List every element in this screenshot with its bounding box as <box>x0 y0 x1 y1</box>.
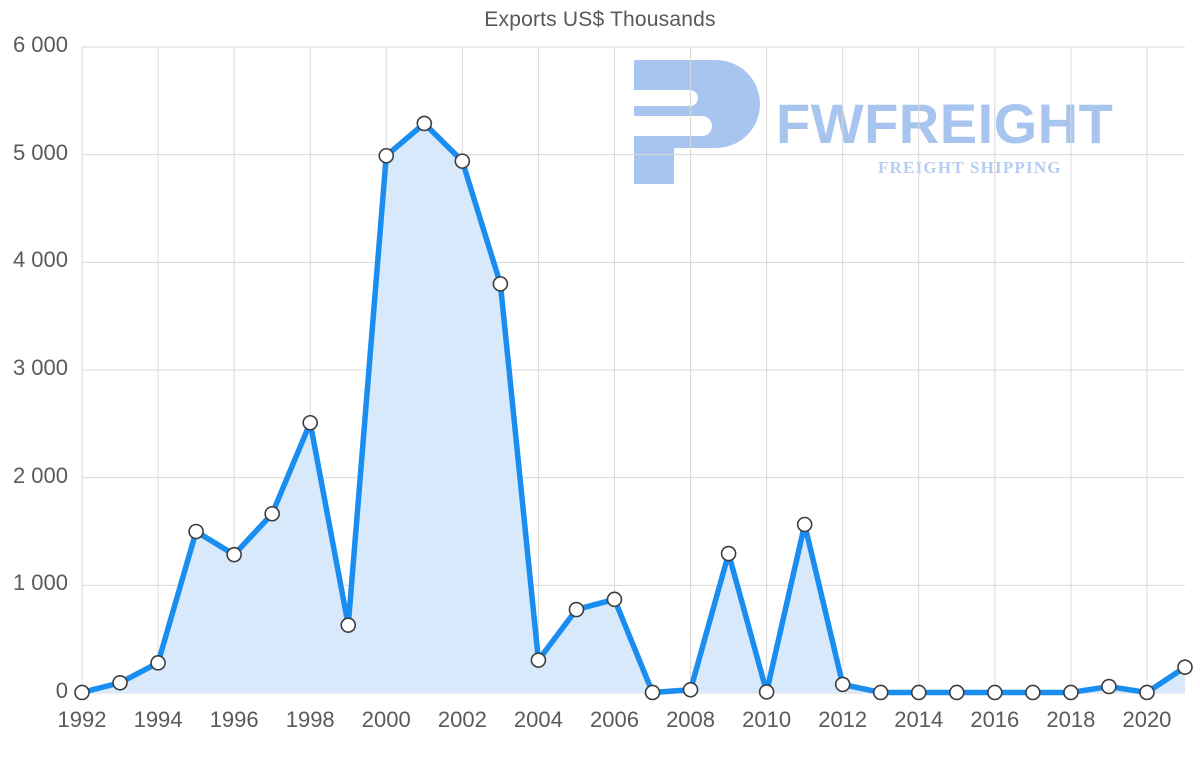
x-axis-tick-label: 2002 <box>437 707 487 732</box>
area-fill <box>82 123 1185 693</box>
data-point-marker[interactable] <box>948 684 965 701</box>
data-point-marker[interactable] <box>568 601 585 618</box>
data-point-marker[interactable] <box>492 276 509 292</box>
data-point-marker[interactable] <box>1025 684 1041 701</box>
data-point-marker[interactable] <box>1177 659 1193 675</box>
data-point-marker[interactable] <box>530 652 547 668</box>
x-axis-tick-label: 2020 <box>1122 707 1172 732</box>
y-axis-tick-label: 5 000 <box>12 139 68 165</box>
x-axis-tick-label: 1996 <box>209 707 259 732</box>
y-axis-tick-label: 0 <box>55 678 68 703</box>
data-point-marker[interactable] <box>644 684 661 701</box>
x-axis-tick-label: 1994 <box>133 707 183 732</box>
x-axis-tick-label: 2014 <box>894 707 944 732</box>
data-point-marker[interactable] <box>1101 678 1117 695</box>
x-axis-tick-label: 2018 <box>1046 707 1096 732</box>
data-point-marker[interactable] <box>1139 684 1155 701</box>
data-point-marker[interactable] <box>758 684 775 700</box>
data-point-marker[interactable] <box>682 681 699 698</box>
data-markers <box>74 115 1193 701</box>
y-axis-tick-label: 1 000 <box>12 570 68 596</box>
data-point-marker[interactable] <box>606 591 623 608</box>
data-point-marker[interactable] <box>378 147 395 164</box>
y-axis-tick-label: 3 000 <box>12 355 68 380</box>
data-point-marker[interactable] <box>340 617 357 633</box>
x-axis-tick-label: 2006 <box>589 707 639 732</box>
x-axis-tick-label: 2000 <box>361 707 411 732</box>
data-point-marker[interactable] <box>872 684 889 701</box>
x-axis-tick-label: 1992 <box>57 707 107 732</box>
data-point-marker[interactable] <box>834 676 851 693</box>
data-point-marker[interactable] <box>720 545 737 562</box>
x-axis-tick-label: 2016 <box>970 707 1020 732</box>
data-point-marker[interactable] <box>796 516 813 533</box>
data-point-marker[interactable] <box>302 414 319 431</box>
data-point-marker[interactable] <box>910 684 927 701</box>
chart-title: Exports US$ Thousands <box>484 8 716 31</box>
grid-lines <box>81 46 1185 694</box>
data-point-marker[interactable] <box>226 546 242 563</box>
data-point-marker[interactable] <box>1063 684 1079 701</box>
data-point-marker[interactable] <box>150 655 166 671</box>
data-point-marker[interactable] <box>454 153 471 169</box>
data-point-marker[interactable] <box>264 505 280 522</box>
data-point-marker[interactable] <box>112 674 128 691</box>
x-axis-tick-label: 2010 <box>742 707 792 732</box>
y-axis-tick-label: 2 000 <box>12 462 68 488</box>
data-point-marker[interactable] <box>74 684 90 701</box>
x-axis-tick-label: 1998 <box>285 707 335 732</box>
x-axis-tick-label: 2008 <box>666 707 716 732</box>
data-point-marker[interactable] <box>188 523 204 540</box>
data-point-marker[interactable] <box>987 684 1003 701</box>
y-axis-tick-label: 6 000 <box>12 32 68 57</box>
x-axis-tick-label: 2004 <box>513 707 563 732</box>
x-axis-tick-label: 2012 <box>818 707 868 732</box>
data-point-marker[interactable] <box>416 115 433 132</box>
y-axis-tick-label: 4 000 <box>12 247 68 273</box>
